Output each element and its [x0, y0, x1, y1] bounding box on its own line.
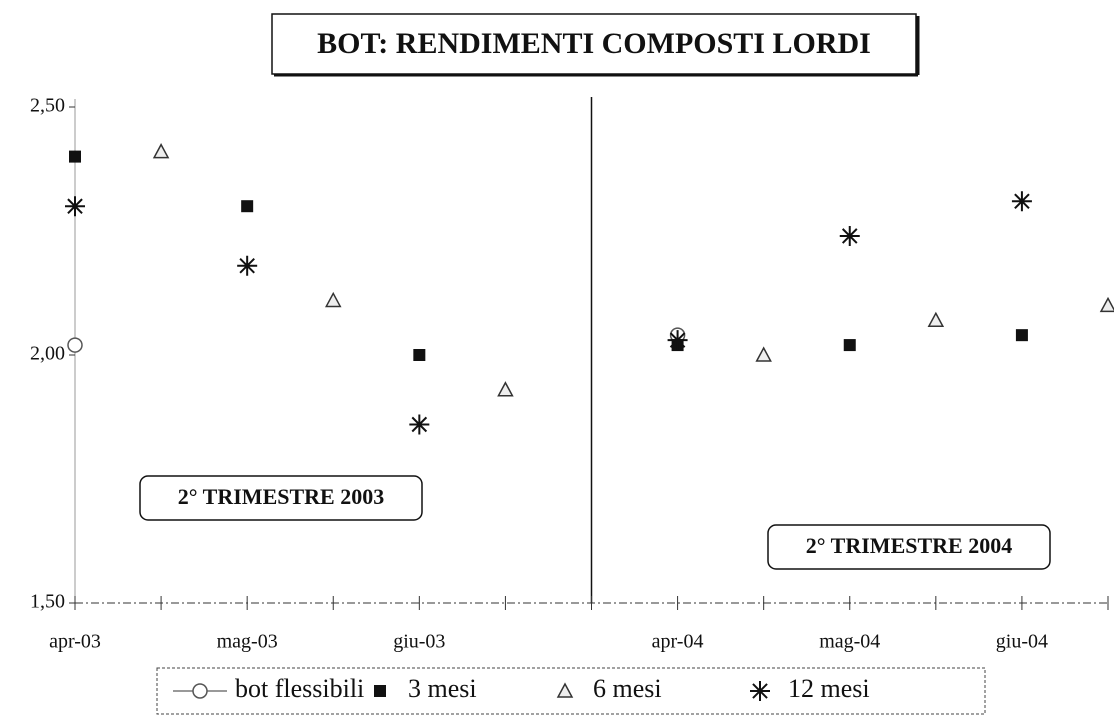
- x-tick-label: giu-03: [393, 631, 445, 653]
- point: [843, 339, 856, 352]
- point: [324, 291, 342, 308]
- point: [497, 381, 514, 397]
- point: [1011, 191, 1032, 212]
- y-tick-label: 1,50: [30, 591, 65, 613]
- annotation-box: [139, 475, 423, 521]
- point: [1015, 329, 1028, 342]
- x-tick-label: giu-04: [996, 631, 1048, 653]
- legend-marker: [750, 681, 770, 701]
- point: [152, 143, 170, 159]
- legend-label: 12 mesi: [788, 674, 870, 703]
- y-tick-label: 2,50: [30, 95, 65, 117]
- annotation: 2° TRIMESTRE 2004: [806, 533, 1012, 558]
- point: [667, 330, 688, 351]
- point: [755, 346, 772, 362]
- annotation-box: [767, 524, 1051, 570]
- title-box: [271, 13, 917, 75]
- point: [927, 311, 945, 328]
- legend-marker: [556, 682, 574, 698]
- point: [67, 337, 83, 353]
- point: [237, 255, 258, 276]
- legend-marker: [374, 685, 386, 697]
- legend-label: 3 mesi: [408, 674, 477, 703]
- legend-label: bot flessibili: [235, 674, 364, 703]
- x-tick-label: apr-04: [652, 631, 704, 653]
- point: [69, 150, 81, 163]
- point: [409, 414, 430, 435]
- legend-marker: [192, 683, 208, 699]
- point: [1099, 296, 1114, 313]
- point: [241, 200, 254, 213]
- point: [413, 349, 426, 361]
- x-tick-label: apr-03: [49, 631, 101, 653]
- annotation: 2° TRIMESTRE 2003: [178, 484, 384, 509]
- legend-label: 6 mesi: [593, 674, 662, 703]
- point: [839, 225, 860, 246]
- chart-title: BOT: RENDIMENTI COMPOSTI LORDI: [317, 27, 871, 60]
- point: [65, 196, 85, 217]
- legend-box: [156, 667, 986, 715]
- x-tick-label: mag-04: [819, 631, 880, 653]
- x-tick-label: mag-03: [217, 631, 278, 653]
- y-tick-label: 2,00: [30, 343, 65, 365]
